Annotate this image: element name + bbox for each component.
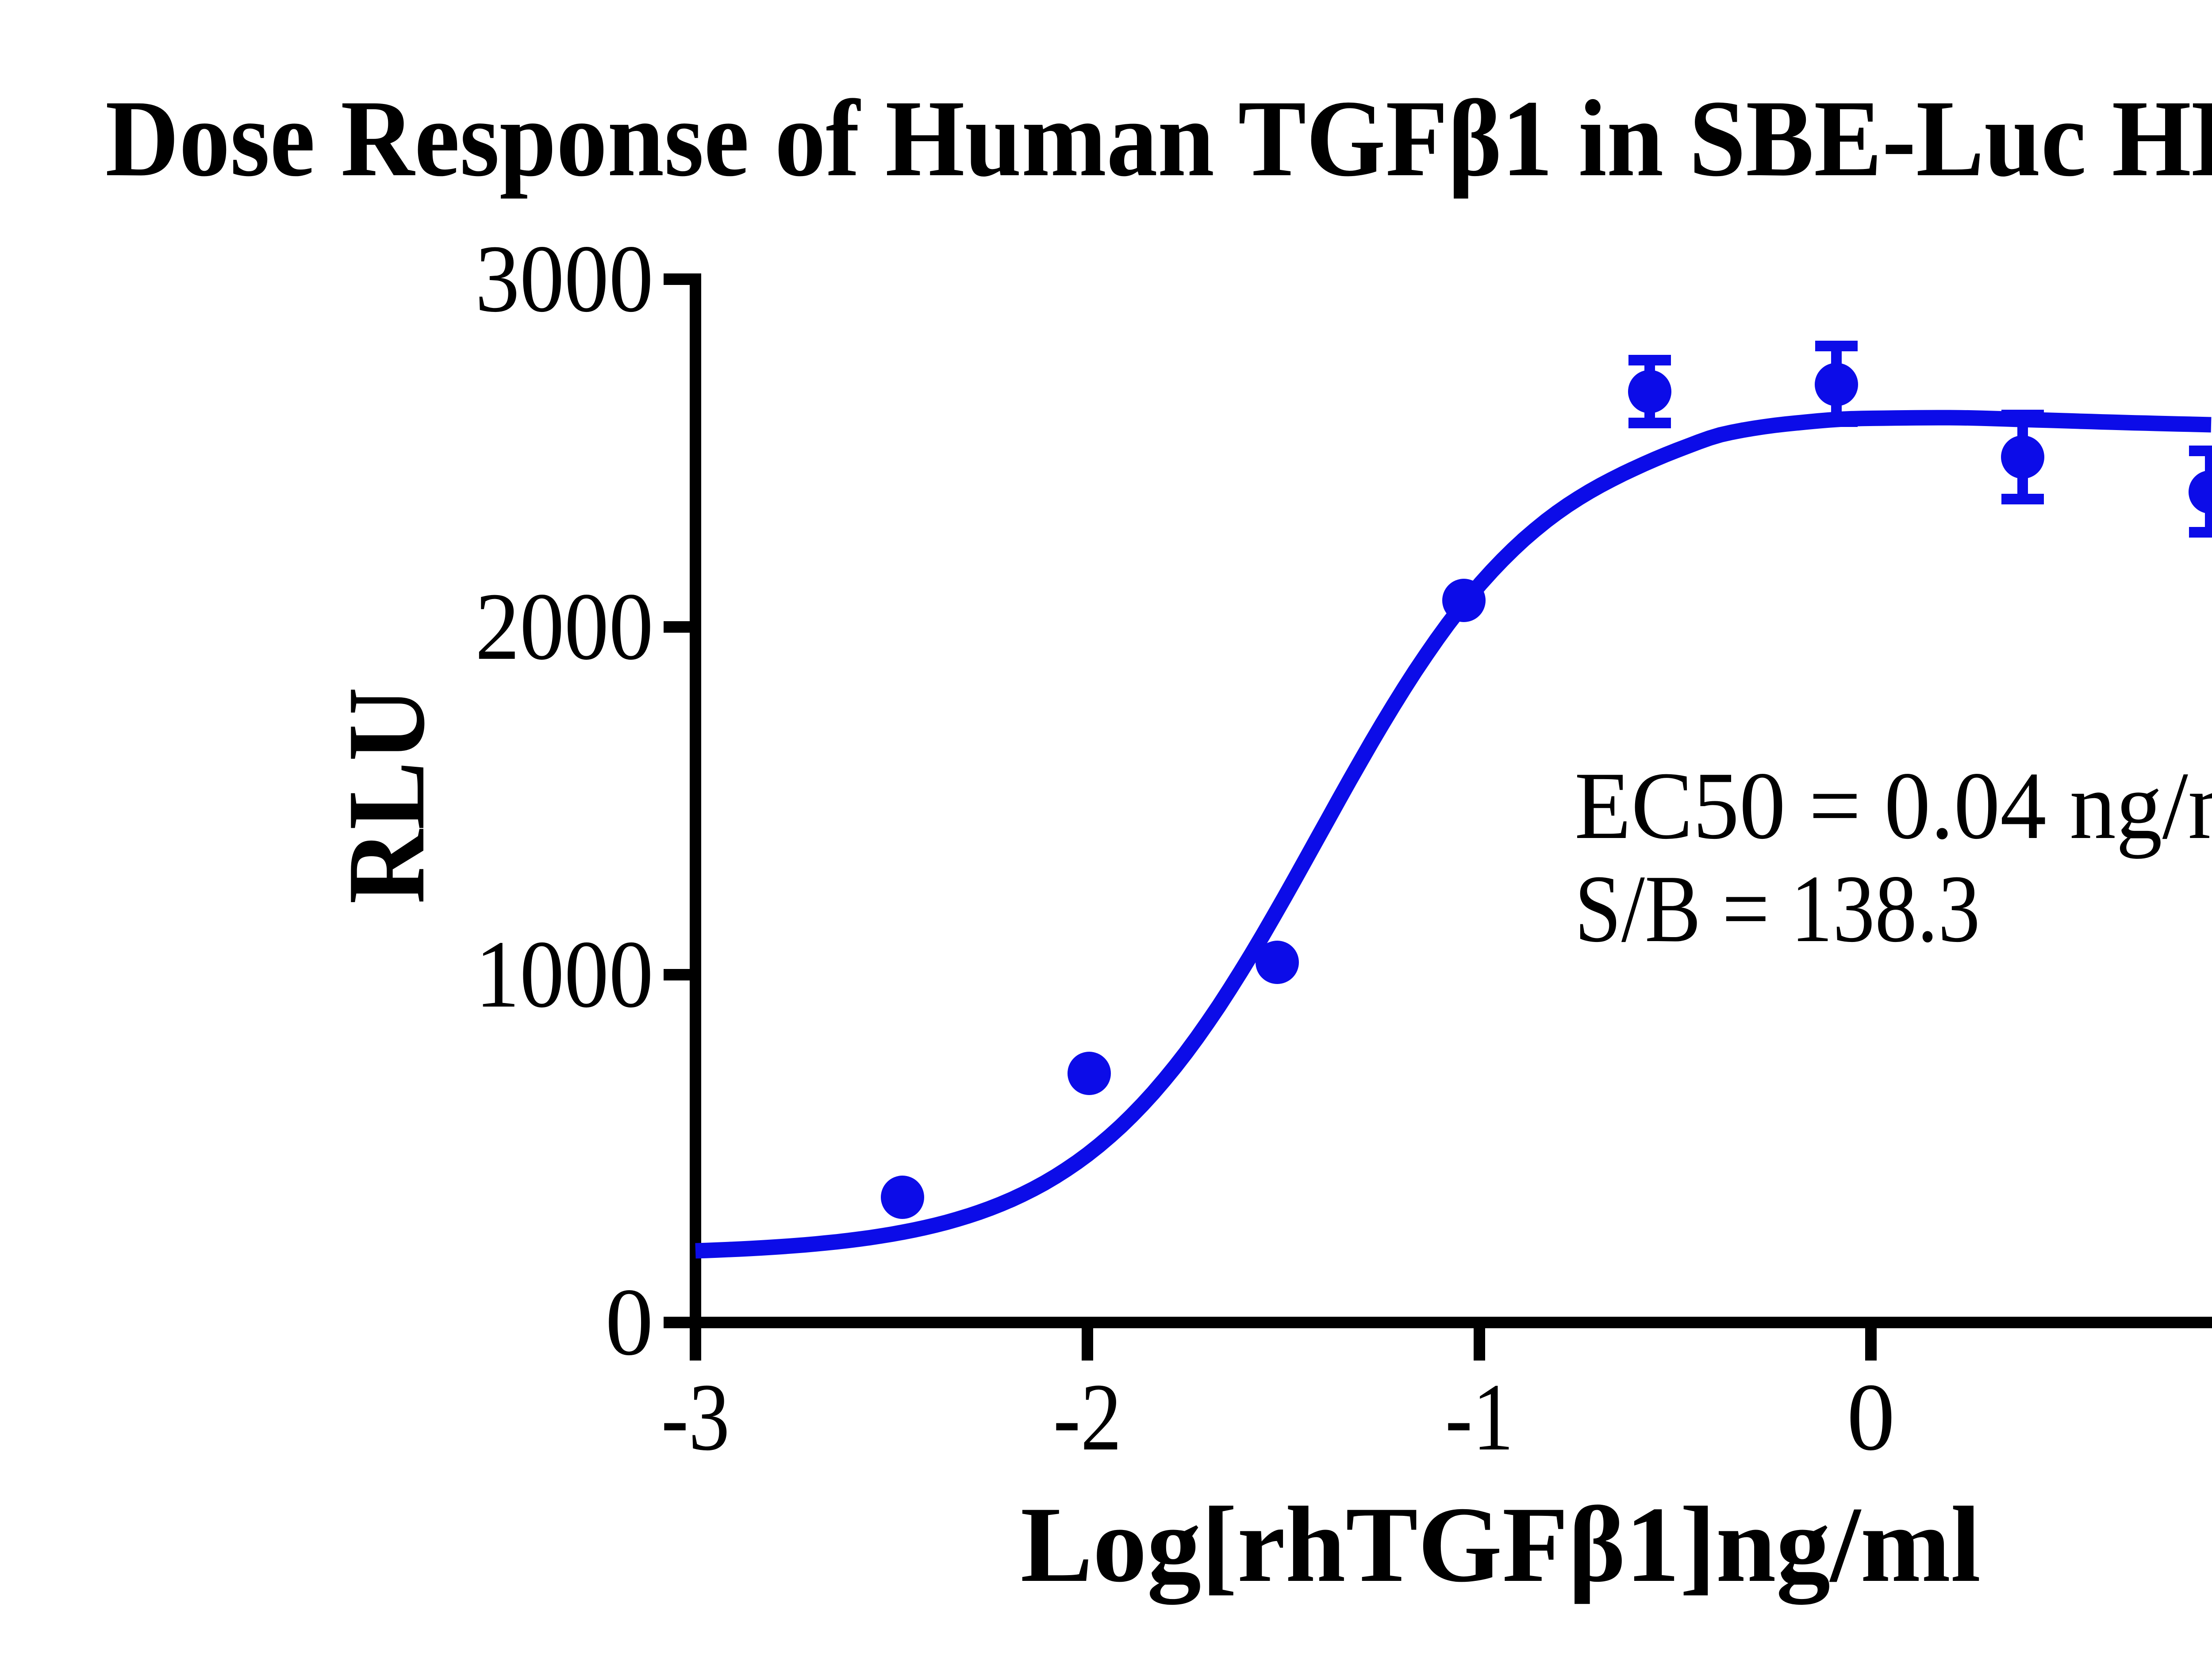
svg-text:1000: 1000 <box>475 921 653 1028</box>
svg-text:Dose Response of Human TGFβ1 i: Dose Response of Human TGFβ1 in SBE-Luc … <box>105 77 2212 199</box>
svg-text:S/B = 138.3: S/B = 138.3 <box>1575 856 1980 962</box>
svg-text:-3: -3 <box>661 1364 730 1471</box>
svg-text:RLU: RLU <box>325 687 448 904</box>
svg-text:0: 0 <box>1847 1364 1895 1471</box>
svg-text:3000: 3000 <box>475 226 653 332</box>
svg-text:EC50 = 0.04 ng/ml: EC50 = 0.04 ng/ml <box>1575 753 2212 859</box>
svg-text:-2: -2 <box>1053 1364 1122 1471</box>
svg-text:-1: -1 <box>1445 1364 1514 1471</box>
svg-text:2000: 2000 <box>475 573 653 680</box>
svg-text:Log[rhTGFβ1]ng/ml: Log[rhTGFβ1]ng/ml <box>1021 1484 1981 1605</box>
svg-text:0: 0 <box>605 1269 653 1376</box>
